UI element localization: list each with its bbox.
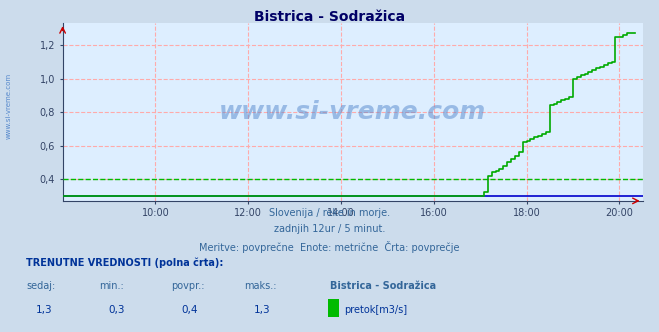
Text: sedaj:: sedaj: [26,281,55,290]
Text: Slovenija / reke in morje.: Slovenija / reke in morje. [269,208,390,217]
Text: 1,3: 1,3 [254,305,270,315]
Text: pretok[m3/s]: pretok[m3/s] [344,305,407,315]
Text: Meritve: povprečne  Enote: metrične  Črta: povprečje: Meritve: povprečne Enote: metrične Črta:… [199,241,460,253]
Text: maks.:: maks.: [244,281,276,290]
Text: TRENUTNE VREDNOSTI (polna črta):: TRENUTNE VREDNOSTI (polna črta): [26,257,224,268]
Text: 1,3: 1,3 [36,305,53,315]
Text: www.si-vreme.com: www.si-vreme.com [5,73,11,139]
Text: povpr.:: povpr.: [171,281,205,290]
Text: 0,3: 0,3 [109,305,125,315]
Text: www.si-vreme.com: www.si-vreme.com [219,100,486,124]
Text: min.:: min.: [99,281,124,290]
Text: zadnjih 12ur / 5 minut.: zadnjih 12ur / 5 minut. [273,224,386,234]
Text: Bistrica - Sodražica: Bistrica - Sodražica [330,281,436,290]
Text: Bistrica - Sodražica: Bistrica - Sodražica [254,10,405,24]
Text: 0,4: 0,4 [181,305,198,315]
